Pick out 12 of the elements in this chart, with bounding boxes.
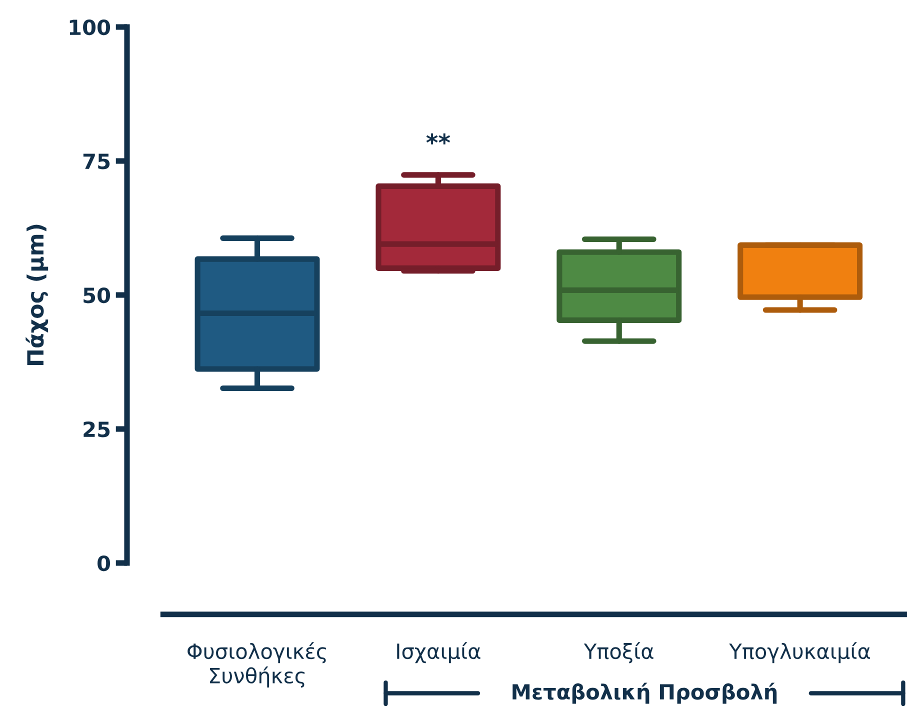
x-tick-label: Φυσιολογικές Συνθήκες: [188, 642, 326, 688]
y-axis-title: Πάχος (μm): [26, 224, 48, 366]
y-tick-label: 50: [84, 287, 110, 304]
text: Μεταβολική Προσβολή: [512, 682, 777, 704]
x-tick-label: Ισχαιμία: [397, 642, 480, 664]
y-tick-label: 0: [98, 555, 110, 572]
y-tick-label: 100: [70, 19, 110, 36]
y-tick-label: 75: [83, 154, 110, 170]
x-tick-label: Υπογλυκαιμία: [729, 642, 870, 664]
annotation: **: [426, 133, 450, 144]
y-tick-label: 25: [84, 421, 110, 438]
x-tick-label: Υποξία: [584, 642, 654, 664]
